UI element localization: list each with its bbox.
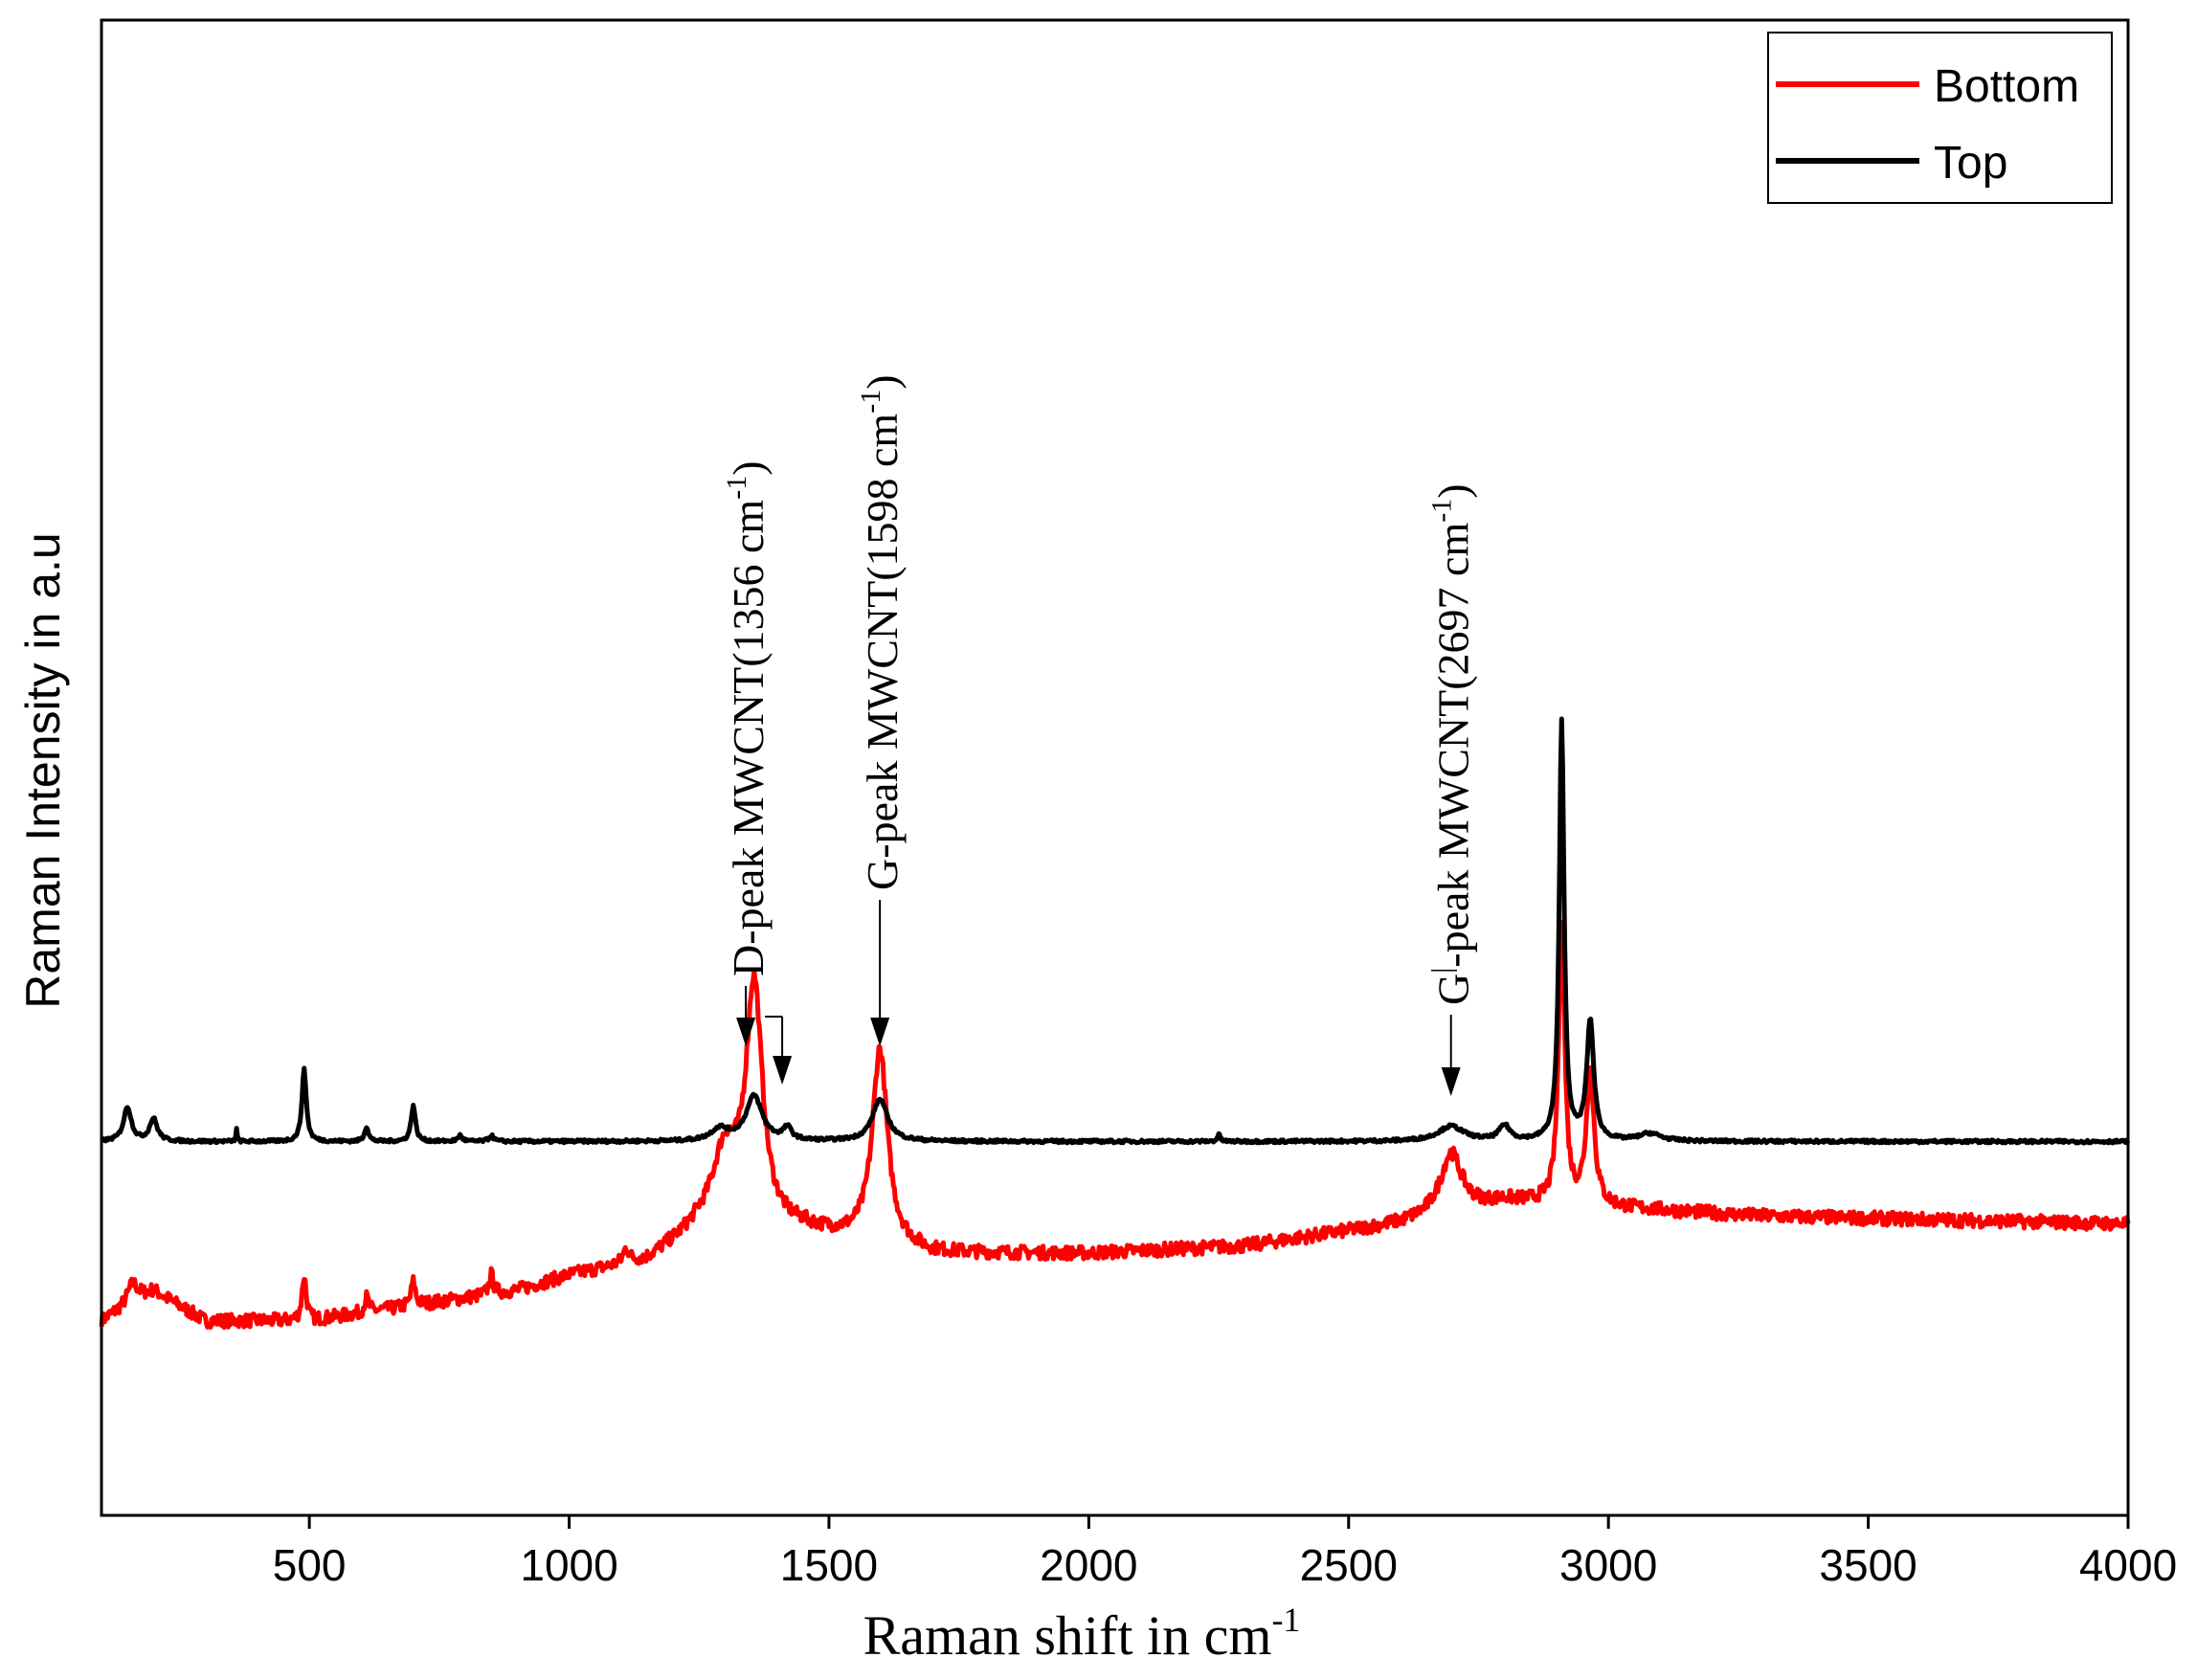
x-tick-label: 2000 [1040,1540,1137,1590]
x-tick-label: 4000 [2079,1540,2177,1590]
x-axis-label: Raman shift in cm-1 [863,1601,1301,1667]
annotation-arrow-1-head [736,1018,756,1046]
x-tick-label: 2500 [1300,1540,1398,1590]
x-axis-ticks: 500 1000 1500 2000 2500 3000 3500 4000 [273,1515,2177,1590]
legend-label-bottom: Bottom [1934,61,2079,112]
extra-arrow-head [773,1056,793,1085]
x-tick-label: 3000 [1559,1540,1657,1590]
annotation-layer: D-peak MWCNT(1356 cm-1) G-peak MWCNT(1598… [721,374,1478,1096]
annotation-label-2: G-peak MWCNT(1598 cm-1) [855,374,907,890]
series-layer [99,716,2131,1331]
legend: Bottom Top [1767,32,2113,204]
x-tick-label: 1500 [780,1540,878,1590]
annotation-label-1: D-peak MWCNT(1356 cm-1) [721,460,773,976]
annotation-arrow-2-head [870,1018,890,1046]
series-line-bottom [99,920,2131,1331]
legend-box [1767,32,2113,204]
x-tick-label: 1000 [520,1540,617,1590]
legend-label-top: Top [1934,138,2007,189]
x-tick-label: 3500 [1819,1540,1917,1590]
y-axis-label: Raman Intensity in a.u [16,532,70,1009]
annotation-arrow-3-head [1441,1067,1461,1096]
plot-frame [100,18,2130,1517]
annotation-label-3: G|-peak MWCNT(2697 cm-1) [1426,483,1478,1005]
x-tick-label: 500 [273,1540,347,1590]
series-line-top [100,716,2131,1146]
